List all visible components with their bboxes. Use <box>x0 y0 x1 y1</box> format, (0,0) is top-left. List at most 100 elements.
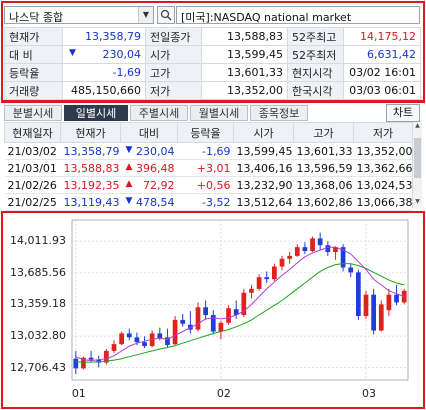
candle-body <box>226 308 231 323</box>
candle <box>279 255 285 271</box>
header-high[interactable]: 고가 <box>293 122 354 143</box>
candle-body <box>279 258 285 267</box>
header-change[interactable]: 대비 <box>120 122 178 143</box>
candle <box>302 242 308 254</box>
tab-bar: 분별시세 일별시세 주별시세 월별시세 종목정보 차트 <box>4 104 420 122</box>
chevron-down-icon[interactable]: ▼ <box>138 7 153 23</box>
value-low52: 6,631,42 <box>343 45 421 64</box>
chart-frame <box>1 211 425 409</box>
tab-monthly[interactable]: 월별시세 <box>190 105 248 121</box>
tab-minute[interactable]: 분별시세 <box>4 105 62 121</box>
change-amount: 478,54 <box>136 195 175 209</box>
table-row[interactable]: 21/02/25 13,119,43 ▼ 478,54 -3,52 13,512,64 13… <box>4 193 413 211</box>
candle <box>264 271 270 284</box>
search-button[interactable] <box>157 6 175 24</box>
candle-body <box>394 294 399 303</box>
candle-body <box>233 309 239 316</box>
candle-body <box>386 294 392 311</box>
candle <box>233 300 239 319</box>
cell-open: 13,406,16 <box>233 159 294 177</box>
candle <box>340 244 346 272</box>
value-high52: 14,175,12 <box>343 27 421 46</box>
change-amount: 72,92 <box>143 178 175 192</box>
y-tick-label: 13,359.18 <box>10 297 66 311</box>
candlestick-chart[interactable]: 14,011.93 13,685.56 13,359.18 13,032.80 12,7… <box>4 214 420 406</box>
candle-body <box>340 247 346 268</box>
candle-body <box>241 292 247 316</box>
value-volume: 485,150,660 <box>62 81 146 100</box>
market-select[interactable]: 나스닥 종합 ▼ <box>4 6 154 24</box>
value-kr-time: 03/03 06:01 <box>343 81 421 100</box>
candle-body <box>210 315 216 332</box>
table-row[interactable]: 21/03/02 13,358,79 ▼ 230,04 -1,69 13,599,45 13… <box>4 142 413 160</box>
label-open: 시가 <box>145 45 202 64</box>
candle-body <box>355 272 361 316</box>
cell-change: ▼ 478,54 <box>120 193 178 211</box>
candle <box>180 314 186 327</box>
header-close[interactable]: 현재가 <box>60 122 121 143</box>
chart-button[interactable]: 차트 <box>386 104 420 122</box>
label-high: 고가 <box>145 63 202 82</box>
market-select-value: 나스닥 종합 <box>9 11 64 24</box>
tab-stock-info[interactable]: 종목정보 <box>250 105 308 121</box>
cell-open: 13,599,45 <box>233 142 294 160</box>
candle <box>210 310 216 335</box>
cell-change: ▲ 396,48 <box>120 159 178 177</box>
header-open[interactable]: 시가 <box>233 122 294 143</box>
candle-body <box>310 238 315 252</box>
candle <box>172 316 178 346</box>
candle <box>271 263 277 282</box>
candle-body <box>294 247 300 256</box>
search-bar: 나스닥 종합 ▼ [미국]:NASDAQ national market <box>4 4 420 26</box>
candle-body <box>317 238 323 246</box>
table-row[interactable]: 21/03/01 13,588,83 ▲ 396,48 +3,01 13,406,16 13… <box>4 159 413 177</box>
scroll-down-icon[interactable]: ▼ <box>415 198 420 205</box>
header-rate[interactable]: 등락율 <box>177 122 234 143</box>
candle-body <box>302 247 308 252</box>
header-low[interactable]: 저가 <box>353 122 413 143</box>
down-arrow-icon: ▼ <box>125 195 133 206</box>
candle <box>256 274 262 291</box>
candle-body <box>73 358 79 369</box>
value-current: 13,358,79 <box>62 27 146 46</box>
candle <box>249 284 254 299</box>
scroll-up-icon[interactable]: ▲ <box>415 122 420 129</box>
market-name-field: [미국]:NASDAQ national market <box>176 6 420 24</box>
candle <box>165 328 170 348</box>
x-tick-label: 01 <box>71 387 86 400</box>
candle-body <box>203 307 209 316</box>
daily-scrollbar[interactable]: ▲ ▼ <box>412 122 422 208</box>
candle-body <box>195 307 201 330</box>
chart-svg[interactable] <box>4 214 420 406</box>
candle <box>355 269 361 320</box>
search-icon <box>160 9 172 21</box>
y-tick-label: 13,685.56 <box>10 265 66 279</box>
candle <box>81 356 86 370</box>
cell-date: 21/02/25 <box>4 193 61 211</box>
cell-high: 13,601,33 <box>293 142 354 160</box>
candle-body <box>103 350 109 363</box>
label-low: 저가 <box>145 81 202 100</box>
value-rate: -1,69 <box>62 63 146 82</box>
y-tick-label: 14,011.93 <box>10 234 66 248</box>
header-date[interactable]: 현재일자 <box>4 122 61 143</box>
value-low: 13,352,00 <box>201 81 288 100</box>
value-open: 13,599,45 <box>201 45 288 64</box>
candle-body <box>142 342 147 347</box>
daily-section-frame <box>1 102 425 103</box>
cell-low: 13,352,00 <box>353 142 413 160</box>
scroll-thumb[interactable] <box>414 138 421 178</box>
candle <box>371 288 377 335</box>
label-change: 대 비 <box>4 45 63 64</box>
daily-table: 현재일자 현재가 대비 등락율 시가 고가 저가 21/03/02 13,358,… <box>4 122 413 211</box>
ma-short-line <box>75 246 405 362</box>
tab-weekly[interactable]: 주별시세 <box>130 105 188 121</box>
label-current: 현재가 <box>4 27 63 46</box>
ma-long-line <box>75 263 405 363</box>
candle-body <box>249 288 254 293</box>
tab-daily[interactable]: 일별시세 <box>64 105 128 121</box>
table-row[interactable]: 21/02/26 13,192,35 ▲ 72,92 +0,56 13,232,90 13,… <box>4 176 413 194</box>
y-tick-label: 12,706.43 <box>10 360 66 374</box>
cell-high: 13,602,86 <box>293 193 354 211</box>
candle-body <box>256 277 262 289</box>
